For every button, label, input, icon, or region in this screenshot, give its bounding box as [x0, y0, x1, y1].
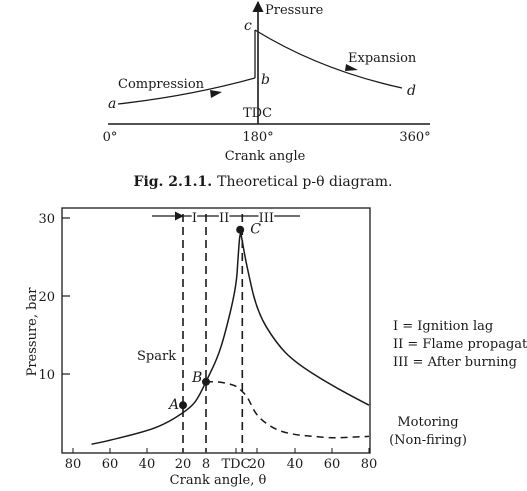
x-tick-label: 80: [361, 457, 378, 472]
caption-number: Fig. 2.1.1.: [134, 174, 213, 190]
x-tick-label: 80: [65, 457, 82, 472]
tick-180-label: 180°: [242, 130, 273, 145]
y-axis-ticks: 10 20 30: [38, 212, 70, 383]
motoring-curve: [206, 381, 370, 439]
x-tick-label: 40: [139, 457, 156, 472]
y-tick-label: 20: [38, 290, 55, 305]
point-a-label: a: [108, 96, 116, 112]
compression-curve: [117, 77, 256, 105]
point-marker-c: [236, 225, 245, 234]
point-markers: AB C: [167, 222, 261, 414]
compression-label: Compression: [118, 77, 205, 92]
point-d-label: d: [407, 83, 416, 99]
legend-item-2: II = Flame propagation: [393, 337, 527, 352]
expansion-label: Expansion: [348, 51, 417, 66]
y-tick-label: 30: [38, 212, 55, 227]
plot-frame: [61, 207, 371, 454]
point-b-label: b: [261, 72, 270, 88]
expansion-curve: [254, 29, 403, 89]
spark-label: Spark: [137, 349, 176, 364]
phase-label: II: [219, 211, 229, 226]
point-marker-a: [179, 401, 187, 410]
series-group: [91, 233, 370, 445]
tdc-label: TDC: [243, 106, 272, 121]
non-firing-label: (Non-firing): [389, 433, 467, 448]
pressure-axis-title: Pressure: [265, 3, 324, 18]
point-marker-b: [202, 377, 210, 386]
crank-angle-label: Crank angle: [225, 149, 306, 164]
point-c-label: c: [244, 18, 252, 34]
y-tick-label: 10: [38, 368, 55, 383]
tick-0-label: 0°: [103, 130, 118, 145]
tick-360-label: 360°: [399, 130, 430, 145]
point-label-a: A: [167, 397, 179, 413]
x-tick-label: 20: [249, 457, 266, 472]
firing-pressure-curve: [91, 233, 370, 445]
x-tick-label: 60: [102, 457, 119, 472]
legend-item-3: III = After burning: [393, 355, 517, 370]
phase-label: III: [259, 211, 274, 226]
point-label-b: B: [191, 370, 202, 386]
x-tick-label: 60: [324, 457, 341, 472]
phase-label: I: [192, 211, 197, 226]
x-tick-label: 8: [202, 457, 210, 472]
x-tick-label: TDC: [221, 457, 250, 472]
figure-caption: Fig. 2.1.1. Theoretical p-θ diagram.: [134, 174, 393, 190]
caption-text: Theoretical p-θ diagram.: [217, 174, 392, 190]
x-axis-label: Crank angle, θ: [170, 473, 267, 488]
legend-item-1: I = Ignition lag: [393, 319, 493, 334]
x-tick-label: 40: [287, 457, 304, 472]
theoretical-p-theta-diagram: Pressure a b c d Compression Expansion T…: [103, 0, 431, 190]
expansion-arrow: [345, 64, 358, 71]
point-label-c: C: [250, 222, 261, 238]
motoring-label: Motoring: [397, 415, 458, 430]
compression-arrow: [210, 90, 222, 98]
x-tick-label: 20: [175, 457, 192, 472]
y-axis-label: Pressure, bar: [25, 287, 40, 377]
